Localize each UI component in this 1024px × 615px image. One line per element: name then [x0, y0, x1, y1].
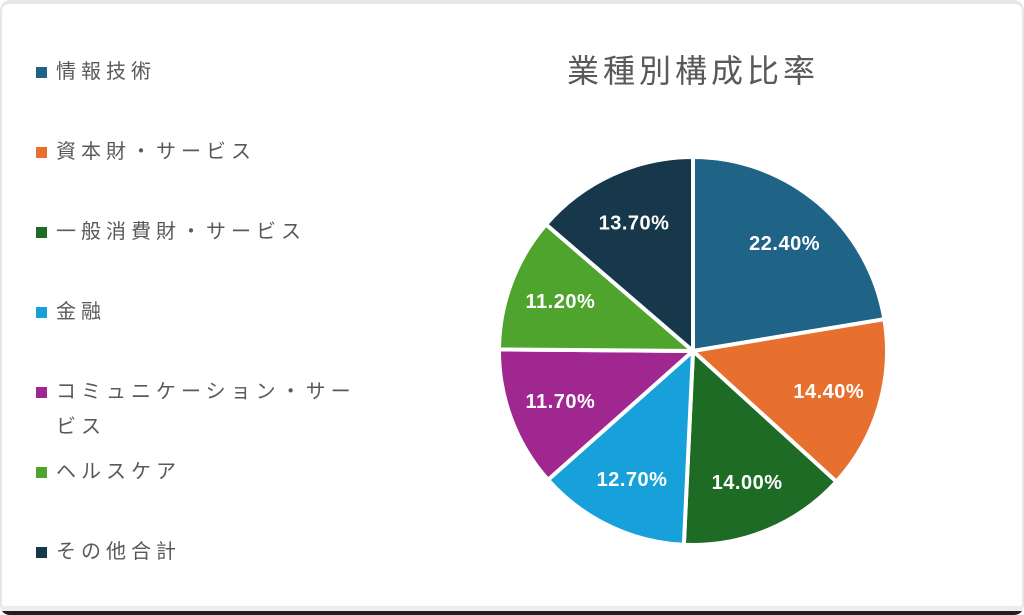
legend-item-2: 一般消費財・サービス: [36, 215, 396, 295]
pie-slice-data-label: 13.70%: [599, 212, 670, 234]
legend-item-label: 金融: [56, 301, 106, 323]
pie-slice-3: [545, 349, 695, 547]
legend-swatch-icon: [36, 67, 47, 78]
legend-item-label: コミュニケーション・サービス: [56, 381, 356, 438]
legend-swatch-icon: [36, 387, 47, 398]
pie-slice-data-label: 11.70%: [526, 391, 596, 413]
legend-item-label: 情報技術: [56, 61, 156, 83]
legend-item-label: 一般消費財・サービス: [56, 221, 306, 243]
pie-slice-data-label: 12.70%: [597, 469, 668, 491]
pie-slice-data-label: 14.00%: [712, 472, 783, 494]
pie-slice-5: [497, 222, 695, 353]
pie-slice-data-label: 11.20%: [526, 291, 596, 313]
legend-item-6: その他合計: [36, 535, 396, 615]
legend-item-label: ヘルスケア: [56, 461, 181, 483]
chart-title: 業種別構成比率: [566, 53, 819, 89]
pie-slice-data-label: 22.40%: [749, 233, 820, 255]
pie-slice-1: [691, 317, 889, 484]
legend-item-label: その他合計: [56, 541, 181, 563]
legend-item-5: ヘルスケア: [36, 455, 396, 535]
legend-item-label: 資本財・サービス: [56, 141, 256, 163]
legend-swatch-icon: [36, 307, 47, 318]
legend-swatch-icon: [36, 227, 47, 238]
pie-slice-2: [681, 349, 839, 547]
legend-swatch-icon: [36, 547, 47, 558]
pie-slice-4: [497, 347, 695, 482]
legend-swatch-icon: [36, 147, 47, 158]
pie-slice-6: [543, 155, 695, 353]
legend-item-1: 資本財・サービス: [36, 135, 396, 215]
pie-chart: 22.40% 14.40% 14.00% 12.70% 11.70% 11.20% 13.7…: [497, 155, 889, 547]
legend-item-3: 金融: [36, 295, 396, 375]
pie-slice-data-label: 14.40%: [793, 381, 864, 403]
legend-item-4: コミュニケーション・サービス: [36, 375, 396, 455]
legend-item-0: 情報技術: [36, 55, 396, 135]
legend-swatch-icon: [36, 467, 47, 478]
chart-legend: 情報技術資本財・サービス一般消費財・サービス 金融コミュニケーション・サービスヘル…: [36, 55, 396, 615]
pie-slice-0: [691, 155, 887, 353]
